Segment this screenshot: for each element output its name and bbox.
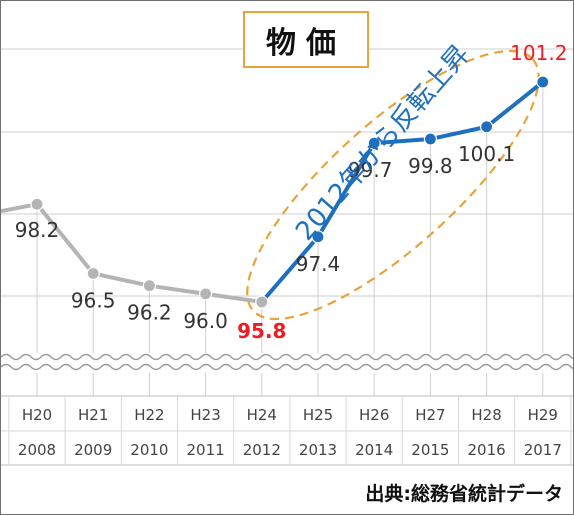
era-tick-label: H25 <box>303 406 333 424</box>
data-label: 99.8 <box>408 154 453 178</box>
data-label: 96.2 <box>127 301 172 325</box>
era-tick-label: H21 <box>78 406 108 424</box>
year-tick-label: 2011 <box>187 441 225 459</box>
data-point <box>30 197 44 211</box>
data-label: 98.2 <box>15 218 60 242</box>
data-point <box>480 120 494 134</box>
era-tick-label: H29 <box>528 406 558 424</box>
data-label: 95.8 <box>237 319 286 343</box>
series-line <box>260 80 545 304</box>
year-tick-label: 2017 <box>524 441 562 459</box>
data-point <box>367 136 381 150</box>
year-tick-label: 2013 <box>299 441 337 459</box>
data-label: 101.2 <box>510 41 567 65</box>
era-tick-label: H26 <box>359 406 389 424</box>
era-tick-label: H24 <box>247 406 277 424</box>
highlight-ellipse <box>246 49 540 321</box>
era-tick-label: H28 <box>471 406 501 424</box>
era-tick-label: H20 <box>22 406 52 424</box>
data-label: 96.5 <box>71 288 116 312</box>
year-tick-label: 2014 <box>355 441 393 459</box>
year-tick-label: 2016 <box>468 441 506 459</box>
era-tick-label: H22 <box>134 406 164 424</box>
source-note: 出典:総務省統計データ <box>365 483 563 505</box>
data-point <box>86 266 100 281</box>
year-tick-label: 2010 <box>130 441 168 459</box>
data-point <box>423 132 437 146</box>
axis-break-lower <box>1 363 573 371</box>
data-point <box>142 279 156 293</box>
year-tick-label: 2008 <box>18 441 56 459</box>
year-tick-label: 2015 <box>411 441 449 459</box>
chart-title: 物価 <box>243 11 369 68</box>
data-label: 97.4 <box>296 252 341 276</box>
era-tick-label: H23 <box>190 406 220 424</box>
axis-break-upper <box>1 353 573 361</box>
era-tick-label: H27 <box>415 406 445 424</box>
year-tick-label: 2012 <box>243 441 281 459</box>
data-label: 100.1 <box>458 142 515 166</box>
data-point <box>255 295 269 309</box>
data-label: 99.7 <box>348 158 393 182</box>
data-label: 96.0 <box>183 309 228 333</box>
data-point <box>536 75 550 89</box>
data-point <box>199 287 213 301</box>
year-tick-label: 2009 <box>74 441 112 459</box>
data-point <box>311 230 325 244</box>
